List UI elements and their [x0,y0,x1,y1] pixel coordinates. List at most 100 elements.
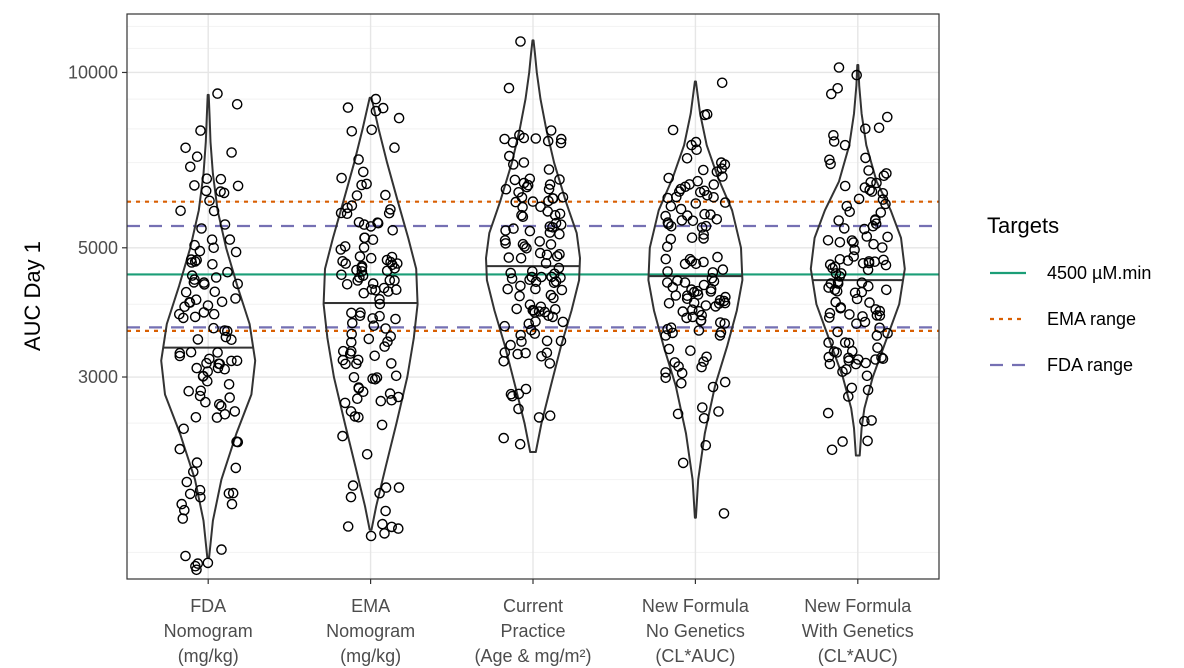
data-point [686,232,698,243]
data-point [700,439,712,451]
data-point [386,521,398,533]
data-point [342,521,354,532]
data-point [514,290,525,302]
data-point [389,275,400,286]
data-point [871,330,883,341]
data-point [863,165,874,176]
data-point [717,171,728,182]
data-point [825,158,836,170]
data-point [547,311,559,323]
data-point [175,205,186,217]
data-point [877,242,888,253]
data-point [849,287,861,299]
data-point [875,207,887,218]
data-point [367,278,379,289]
data-point [199,279,210,290]
data-point [184,161,196,173]
data-point [198,307,210,318]
data-point [698,229,710,240]
data-point [663,172,675,184]
data-point [370,93,382,105]
data-point [708,191,719,203]
data-point [542,135,554,147]
data-point [556,133,567,145]
data-point [209,286,221,298]
data-point [224,234,236,245]
data-point [715,317,726,328]
x-tick-label: FDA [190,596,226,616]
data-point [513,388,525,400]
data-point [194,245,206,257]
data-point [356,266,368,277]
data-point [194,390,206,402]
data-point [878,254,889,266]
data-point [345,406,357,417]
data-point [344,348,356,359]
data-point [880,259,892,271]
data-point [201,173,213,184]
x-tick-label: With Genetics [802,621,914,641]
data-point [541,347,553,359]
data-point [351,393,363,405]
reference-lines [127,200,939,332]
data-point [527,196,539,207]
data-point [196,223,207,234]
data-point [548,277,560,289]
data-point [219,363,230,375]
data-point [191,151,203,162]
data-point [513,186,524,198]
data-point [224,392,235,403]
data-point [680,181,691,193]
data-point [524,173,536,185]
data-point [514,438,526,450]
data-point [848,251,860,262]
legend: Targets 4500 µM.min EMA range FDA range [987,213,1151,375]
data-point [348,371,360,383]
data-point [369,373,381,385]
data-point [357,386,369,398]
data-point [860,123,871,135]
data-point [696,222,708,233]
legend-title: Targets [987,213,1059,238]
data-point [180,550,191,562]
violin [485,39,581,454]
data-point [550,217,562,229]
data-point [520,347,531,359]
data-point [719,376,731,388]
data-point [499,320,511,332]
grid [127,14,939,579]
data-point [202,300,214,311]
data-point [554,208,566,220]
y-tick-label: 5000 [78,238,118,258]
data-point [226,498,238,510]
data-point [180,286,192,298]
data-point [673,361,684,372]
data-point [863,257,875,269]
data-point [717,264,729,275]
data-point [843,337,855,349]
x-tick-label: (Age & mg/m²) [474,646,591,666]
data-point [705,209,716,220]
data-point [212,347,223,358]
data-point [864,184,876,196]
data-point [544,227,556,238]
data-point [535,301,547,313]
data-point [867,220,879,232]
data-point [698,279,710,291]
data-point [844,309,855,320]
data-point [699,208,710,220]
data-point [216,544,227,555]
data-point [882,111,893,123]
x-tick-label: Current [503,596,563,616]
data-point [374,487,385,499]
data-point [549,209,561,221]
data-point [688,297,700,309]
data-point [662,217,674,228]
data-point [515,36,526,47]
data-point [861,231,873,242]
data-point [832,326,843,338]
data-point [533,306,545,317]
data-point [535,201,546,213]
data-point [346,200,358,211]
data-point [207,258,218,270]
